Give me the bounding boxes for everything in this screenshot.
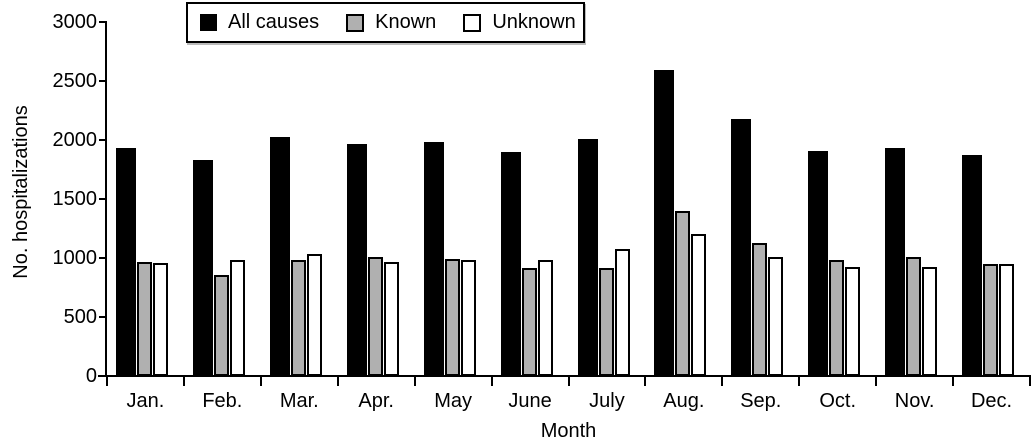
bar-feb-unknown (229, 259, 245, 376)
legend-label-known: Known (375, 11, 437, 33)
x-axis-tick-0 (106, 377, 108, 386)
bar-oct-known (829, 259, 845, 376)
bar-feb-all-causes (192, 160, 213, 376)
x-tick-label-jan: Jan. (126, 390, 165, 412)
y-tick-label-3000: 3000 (52, 11, 98, 33)
x-axis-tick-3 (336, 377, 339, 386)
legend-label-unknown: Unknown (492, 11, 576, 33)
bar-oct-all-causes (808, 150, 829, 376)
x-axis-tick-4 (413, 377, 416, 386)
bar-dec-known (983, 264, 999, 376)
x-tick-label-may: May (434, 390, 472, 412)
x-axis-title: Month (540, 420, 597, 442)
y-tick-label-1000: 1000 (52, 247, 98, 269)
y-tick-label-2500: 2500 (52, 70, 98, 92)
bar-oct-unknown (845, 266, 861, 376)
y-axis-tick-2000 (99, 139, 107, 141)
x-tick-label-sep: Sep. (740, 390, 782, 412)
x-tick-label-dec: Dec. (970, 390, 1013, 412)
legend-item-unknown: Unknown (463, 11, 576, 34)
bar-may-known (444, 259, 460, 376)
legend-label-all-causes: All causes (228, 11, 320, 33)
x-axis-tick-9 (798, 377, 801, 386)
legend-swatch-all-causes-icon (200, 14, 217, 31)
bar-sep-all-causes (731, 119, 752, 376)
bar-dec-unknown (999, 263, 1015, 376)
bar-dec-all-causes (962, 154, 983, 376)
x-tick-label-feb: Feb. (202, 390, 243, 412)
bar-sep-known (752, 242, 768, 376)
x-axis-tick-1 (182, 377, 185, 386)
y-tick-label-0: 0 (85, 365, 97, 387)
bar-jan-known (137, 262, 152, 376)
x-axis-tick-5 (490, 377, 493, 386)
y-axis-title: No. hospitalizations (10, 105, 32, 279)
x-axis-tick-10 (875, 377, 878, 386)
y-axis-tick-1000 (99, 257, 107, 259)
x-tick-label-june: June (508, 390, 552, 412)
x-axis-tick-6 (567, 377, 570, 386)
legend-swatch-known-icon (346, 13, 365, 32)
y-axis-tick-1500 (99, 198, 107, 200)
bar-june-known (521, 268, 537, 376)
x-axis-tick-12 (1029, 377, 1031, 386)
bar-nov-known (906, 257, 922, 376)
bar-nov-all-causes (885, 148, 906, 376)
bar-sep-unknown (768, 257, 784, 376)
x-tick-label-nov: Nov. (894, 390, 935, 412)
x-axis-tick-2 (259, 377, 262, 386)
bar-apr-all-causes (346, 144, 367, 376)
bar-mar-all-causes (269, 137, 290, 376)
x-tick-label-oct: Oct. (819, 390, 857, 412)
bar-may-unknown (460, 259, 476, 376)
bar-feb-known (213, 275, 229, 376)
bar-june-all-causes (500, 151, 521, 376)
legend-item-known: Known (346, 11, 436, 34)
x-tick-label-aug: Aug. (663, 390, 705, 412)
bar-mar-known (290, 260, 306, 376)
x-tick-label-apr: Apr. (358, 390, 394, 412)
bar-apr-unknown (383, 262, 399, 376)
bar-june-unknown (537, 259, 553, 376)
bar-apr-known (367, 256, 383, 376)
bar-nov-unknown (922, 266, 938, 376)
legend-item-all-causes: All causes (200, 11, 319, 34)
bar-aug-unknown (691, 233, 707, 376)
x-axis-tick-7 (644, 377, 647, 386)
x-axis-tick-8 (721, 377, 724, 386)
y-axis-tick-2500 (99, 80, 107, 82)
y-tick-label-500: 500 (63, 306, 97, 328)
bar-jan-unknown (153, 262, 168, 376)
y-axis-tick-500 (99, 316, 107, 318)
bar-july-known (598, 268, 614, 376)
y-tick-label-2000: 2000 (52, 129, 98, 151)
x-tick-label-july: July (589, 390, 625, 412)
bar-july-unknown (614, 249, 630, 376)
y-tick-label-1500: 1500 (52, 188, 98, 210)
x-axis-tick-11 (952, 377, 955, 386)
bar-may-all-causes (423, 141, 444, 376)
x-tick-label-mar: Mar. (279, 390, 319, 412)
y-axis-tick-0 (99, 375, 107, 377)
legend-swatch-unknown-icon (463, 13, 482, 32)
bar-jan-all-causes (116, 148, 136, 376)
bar-mar-unknown (306, 254, 322, 376)
bar-aug-all-causes (654, 70, 675, 376)
x-axis-line (98, 375, 1031, 377)
bar-aug-known (675, 211, 691, 376)
bar-july-all-causes (577, 139, 598, 376)
y-axis-tick-3000 (99, 21, 107, 23)
chart-legend: All causes Known Unknown (186, 2, 585, 43)
